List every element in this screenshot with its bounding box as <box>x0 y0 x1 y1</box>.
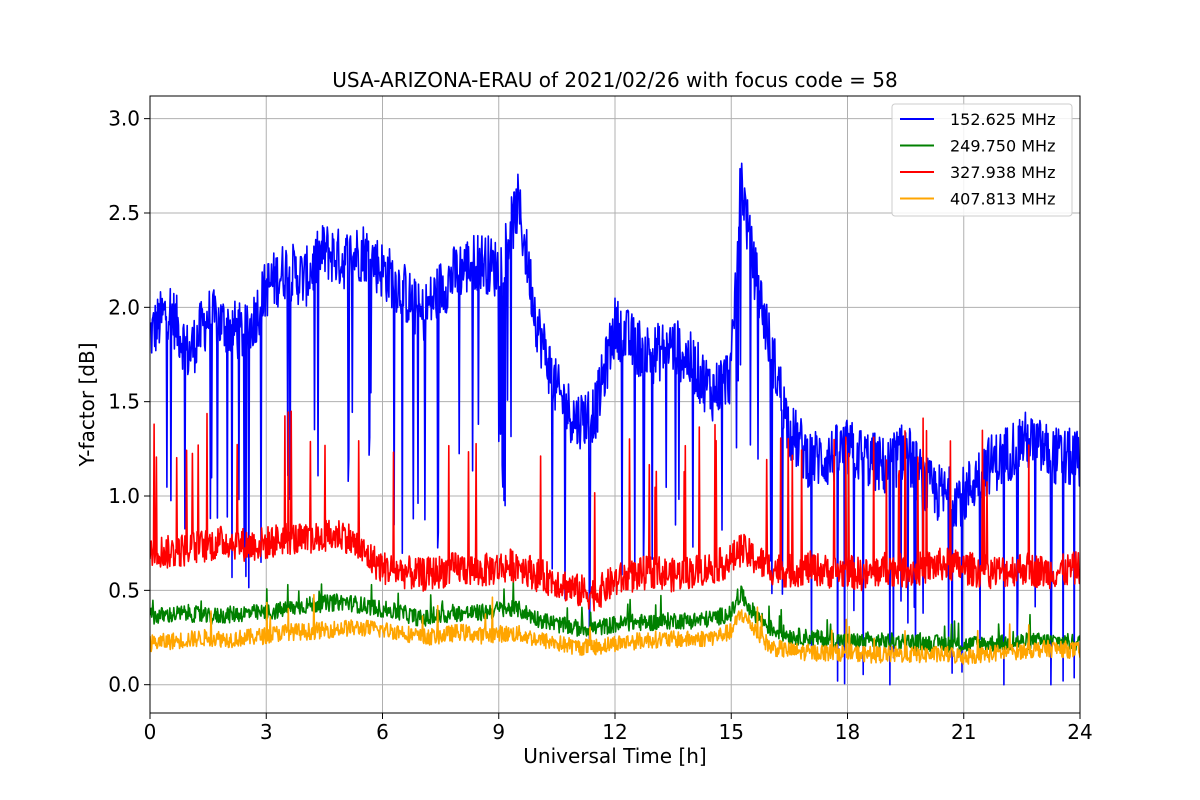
series-line <box>150 593 1080 665</box>
x-tick-label: 6 <box>376 720 389 744</box>
x-tick-label: 9 <box>492 720 505 744</box>
legend-box <box>891 103 1073 217</box>
legend-label: 152.625 MHz <box>950 110 1055 129</box>
x-tick-label: 24 <box>1067 720 1092 744</box>
y-tick-label: 1.0 <box>108 484 140 508</box>
series-line <box>150 579 1080 653</box>
chart-title: USA-ARIZONA-ERAU of 2021/02/26 with focu… <box>332 68 897 92</box>
x-tick-label: 12 <box>602 720 627 744</box>
x-tick-label: 15 <box>719 720 744 744</box>
series-line <box>150 410 1080 612</box>
y-tick-label: 0.5 <box>108 578 140 602</box>
series-line <box>150 162 1080 686</box>
x-tick-label: 21 <box>951 720 976 744</box>
x-axis-label: Universal Time [h] <box>523 744 706 768</box>
legend-label: 327.938 MHz <box>950 163 1055 182</box>
y-tick-label: 2.5 <box>108 201 140 225</box>
y-tick-label: 3.0 <box>108 107 140 131</box>
y-tick-label: 0.0 <box>108 673 140 697</box>
legend-label: 249.750 MHz <box>950 137 1055 156</box>
y-axis-label: Y-factor [dB] <box>75 342 99 467</box>
legend-label: 407.813 MHz <box>950 190 1055 209</box>
x-tick-label: 18 <box>835 720 860 744</box>
y-tick-label: 1.5 <box>108 390 140 414</box>
legend: 152.625 MHz 249.750 MHz 327.938 MHz 407.813… <box>891 103 1073 217</box>
x-tick-label: 0 <box>144 720 157 744</box>
series-layer <box>150 162 1080 686</box>
y-axis: 0.0 0.5 1.0 1.5 2.0 2.5 3.0 <box>108 107 150 697</box>
x-axis: 0 3 6 9 12 15 18 21 24 <box>144 713 1093 744</box>
y-tick-label: 2.0 <box>108 295 140 319</box>
x-tick-label: 3 <box>260 720 273 744</box>
